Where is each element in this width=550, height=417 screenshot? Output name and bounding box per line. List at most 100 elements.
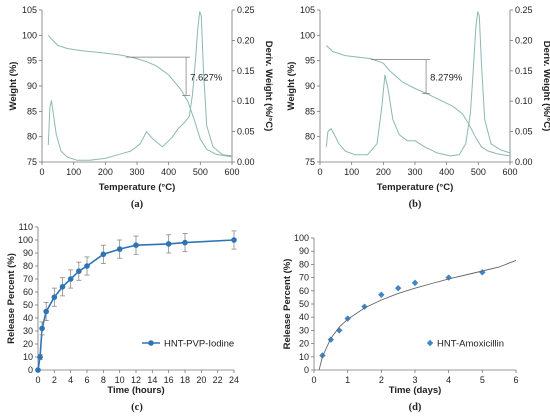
- x-tick-label: 6: [84, 375, 89, 385]
- x-axis-title: Temperature (°C): [99, 182, 175, 193]
- x-tick-label: 24: [229, 375, 239, 385]
- series-line-derivative: [47, 11, 233, 161]
- y2-tick-label: 0.00: [237, 157, 255, 167]
- y2-axis-title: Deriv. Weight (%/°C): [263, 41, 274, 132]
- panel-b-tga: 0 100 200 300 400 500 600 75 80 85 90 95 100 105 0.00 0…: [286, 5, 550, 210]
- y2-tick-label: 0.05: [515, 127, 533, 137]
- data-point: [394, 284, 402, 292]
- x-tick-label: 18: [180, 375, 190, 385]
- y-tick-label: 95: [305, 56, 315, 66]
- y-tick-label: 70: [299, 273, 309, 283]
- y-axis-title: Weight (%): [286, 62, 297, 111]
- series-line-derivative: [325, 11, 511, 157]
- y-tick-label: 70: [23, 274, 33, 284]
- y-tick-label: 90: [27, 81, 37, 91]
- y-tick-label: 50: [23, 300, 33, 310]
- weight-loss-annotation: 8.279%: [430, 73, 463, 84]
- series-line-weight: [47, 34, 233, 158]
- panel-caption: (a): [131, 199, 144, 210]
- y-tick-label: 60: [23, 287, 33, 297]
- data-point: [43, 308, 49, 315]
- legend-label: HNT-Amoxicillin: [437, 339, 504, 350]
- y-tick-label: 105: [300, 5, 315, 15]
- x-axis-title: Time (days): [389, 385, 442, 396]
- y-tick-label: 85: [27, 106, 37, 116]
- x-tick-label: 0: [39, 167, 44, 177]
- data-point: [133, 242, 139, 248]
- y-tick-label: 100: [300, 30, 315, 40]
- x-tick-label: 12: [131, 375, 141, 385]
- y-tick-label: 95: [27, 56, 37, 66]
- y-tick-label: 105: [22, 5, 37, 15]
- data-point: [100, 251, 107, 258]
- x-tick-label: 500: [471, 167, 486, 177]
- data-point: [327, 336, 335, 343]
- x-tick-label: 2: [379, 375, 384, 385]
- y-axis-title: Weight (%): [8, 62, 19, 111]
- data-point: [51, 294, 58, 301]
- y-tick-label: 75: [27, 157, 37, 167]
- y-tick-label: 20: [23, 339, 33, 349]
- x-tick-label: 10: [115, 375, 125, 385]
- y-tick-label: 20: [299, 339, 309, 349]
- data-point: [37, 354, 43, 360]
- series-line-weight: [325, 45, 511, 157]
- x-tick-label: 200: [98, 167, 113, 177]
- x-tick-label: 600: [502, 167, 517, 177]
- data-point: [39, 325, 45, 332]
- y-tick-label: 90: [23, 248, 33, 258]
- x-tick-label: 0: [311, 375, 316, 385]
- data-point: [59, 284, 66, 290]
- data-point: [182, 239, 188, 246]
- x-tick-label: 400: [161, 167, 176, 177]
- y-tick-label: 100: [18, 235, 33, 245]
- x-axis-title: Temperature (°C): [377, 182, 453, 193]
- data-point: [67, 276, 74, 282]
- x-tick-label: 2: [52, 375, 57, 385]
- x-tick-label: 6: [513, 375, 518, 385]
- panel-caption: (c): [131, 402, 143, 413]
- y-tick-label: 40: [23, 313, 33, 323]
- y2-tick-label: 0.25: [237, 5, 255, 15]
- y2-tick-label: 0.20: [515, 35, 533, 45]
- panel-a-tga: 0 100 200 300 400 500 600 75 80 85 90 95 100 105 0.00 0…: [8, 5, 274, 210]
- legend-marker: [148, 340, 154, 346]
- legend-label: HNT-PVP-Iodine: [164, 339, 234, 350]
- data-point: [378, 291, 385, 298]
- x-tick-label: 3: [412, 375, 417, 385]
- x-tick-label: 14: [147, 375, 157, 385]
- data-point: [76, 268, 82, 275]
- x-tick-label: 16: [164, 375, 174, 385]
- y-tick-label: 50: [299, 299, 309, 309]
- data-point: [35, 367, 41, 373]
- x-tick-label: 600: [224, 167, 239, 177]
- x-tick-label: 4: [68, 375, 73, 385]
- data-point: [165, 241, 172, 247]
- y-axis-title: Release Percent (%): [282, 259, 293, 350]
- y-tick-label: 30: [23, 326, 33, 336]
- y2-tick-label: 0.10: [515, 96, 533, 106]
- y2-axis-title: Deriv. Weight (%/°C): [541, 41, 550, 132]
- weight-loss-annotation: 7.627%: [190, 72, 223, 83]
- trendline: [318, 259, 517, 371]
- data-point: [84, 263, 90, 269]
- x-tick-label: 0: [317, 167, 322, 177]
- y-tick-label: 0: [28, 365, 33, 375]
- x-tick-label: 400: [439, 167, 454, 177]
- y-tick-label: 75: [305, 157, 315, 167]
- y-tick-label: 10: [23, 352, 33, 362]
- y-tick-label: 100: [294, 233, 309, 243]
- y-tick-label: 40: [299, 312, 309, 322]
- data-point: [231, 237, 237, 243]
- y2-tick-label: 0.15: [515, 66, 533, 76]
- data-point: [361, 303, 368, 310]
- x-tick-label: 300: [129, 167, 144, 177]
- y-tick-label: 30: [299, 325, 309, 335]
- y-tick-label: 80: [23, 261, 33, 271]
- y-tick-label: 0: [304, 365, 309, 375]
- x-tick-label: 5: [480, 375, 485, 385]
- x-axis-title: Time (hours): [107, 385, 164, 396]
- legend-marker: [426, 339, 434, 347]
- x-tick-label: 8: [101, 375, 106, 385]
